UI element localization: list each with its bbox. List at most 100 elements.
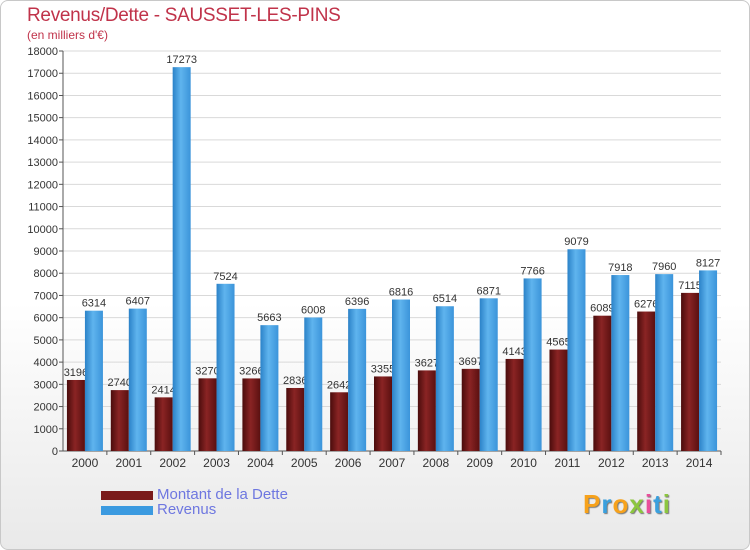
data-label-revenus: 7960 xyxy=(652,261,676,273)
data-label-dette: 6276 xyxy=(634,299,658,311)
y-tick-label: 2000 xyxy=(34,402,58,414)
data-label-revenus: 8127 xyxy=(696,257,720,269)
bar-dette xyxy=(461,368,480,451)
y-tick-label: 16000 xyxy=(27,90,58,102)
data-label-dette: 3270 xyxy=(195,365,219,377)
data-label-dette: 3627 xyxy=(415,357,439,369)
bar-revenus xyxy=(435,306,454,451)
data-label-revenus: 6871 xyxy=(476,285,500,297)
data-label-dette: 7115 xyxy=(678,280,702,292)
y-tick-label: 0 xyxy=(52,446,58,458)
bar-revenus xyxy=(655,274,674,451)
bar-dette xyxy=(593,315,612,451)
proxiti-logo: Proxiti xyxy=(583,489,671,520)
legend-label-dette: Montant de la Dette xyxy=(157,486,288,503)
data-label-dette: 2836 xyxy=(283,375,307,387)
data-label-dette: 2740 xyxy=(108,377,132,389)
y-tick-label: 13000 xyxy=(27,157,58,169)
bar-dette xyxy=(505,358,524,451)
data-label-revenus: 6816 xyxy=(389,287,413,299)
x-tick-label: 2003 xyxy=(203,456,230,470)
bar-revenus xyxy=(611,275,630,451)
data-label-dette: 3196 xyxy=(64,367,88,379)
y-tick-label: 12000 xyxy=(27,179,58,191)
bar-dette xyxy=(330,392,349,451)
bar-dette xyxy=(110,390,129,451)
x-tick-label: 2006 xyxy=(335,456,362,470)
bar-dette xyxy=(417,370,436,451)
data-label-revenus: 7524 xyxy=(213,271,237,283)
bar-revenus xyxy=(260,325,279,451)
x-tick-label: 2000 xyxy=(72,456,99,470)
x-tick-label: 2007 xyxy=(379,456,406,470)
logo-letter: P xyxy=(583,489,602,519)
data-label-revenus: 6314 xyxy=(82,298,106,310)
bar-revenus xyxy=(479,298,498,451)
legend-swatch-dette xyxy=(101,491,153,500)
bar-revenus xyxy=(567,249,586,451)
bar-dette xyxy=(681,292,700,451)
bar-revenus xyxy=(84,310,103,451)
y-tick-label: 9000 xyxy=(34,246,58,258)
data-label-revenus: 17273 xyxy=(166,54,197,66)
y-tick-label: 10000 xyxy=(27,224,58,236)
bar-dette xyxy=(154,397,173,451)
data-label-dette: 2414 xyxy=(151,384,175,396)
y-tick-label: 6000 xyxy=(34,313,58,325)
x-tick-label: 2011 xyxy=(555,456,581,470)
bar-dette xyxy=(242,378,261,451)
legend-swatch-revenus xyxy=(101,506,153,515)
data-label-revenus: 9079 xyxy=(564,236,588,248)
data-label-dette: 3355 xyxy=(371,363,395,375)
legend-label-revenus: Revenus xyxy=(157,501,217,518)
x-tick-label: 2009 xyxy=(466,456,493,470)
bar-dette xyxy=(66,379,85,451)
x-tick-label: 2014 xyxy=(686,456,713,470)
logo-letter: i xyxy=(662,489,671,519)
legend-item-dette: Montant de la Dette xyxy=(101,487,401,503)
y-tick-label: 5000 xyxy=(34,335,58,347)
y-tick-label: 17000 xyxy=(27,68,58,80)
data-label-revenus: 5663 xyxy=(257,312,281,324)
x-tick-label: 2008 xyxy=(423,456,450,470)
data-label-dette: 3697 xyxy=(458,356,482,368)
bar-revenus xyxy=(172,67,191,452)
logo-letter: x xyxy=(629,489,645,519)
data-label-dette: 3266 xyxy=(239,365,263,377)
bar-revenus xyxy=(523,278,542,451)
x-tick-label: 2001 xyxy=(115,456,142,470)
x-tick-label: 2004 xyxy=(247,456,274,470)
data-label-dette: 2642 xyxy=(327,379,351,391)
y-tick-label: 4000 xyxy=(34,357,58,369)
data-label-dette: 4143 xyxy=(502,346,526,358)
chart-title: Revenus/Dette - SAUSSET-LES-PINS xyxy=(27,5,341,26)
data-label-dette: 4565 xyxy=(546,337,570,349)
bar-dette xyxy=(286,387,305,451)
x-tick-label: 2012 xyxy=(598,456,625,470)
y-tick-label: 3000 xyxy=(34,379,58,391)
y-tick-label: 8000 xyxy=(34,268,58,280)
bar-dette xyxy=(374,376,392,451)
y-tick-label: 18000 xyxy=(27,46,58,58)
y-tick-label: 1000 xyxy=(34,424,58,436)
bar-dette xyxy=(637,311,656,451)
logo-letter: o xyxy=(612,489,630,519)
bar-dette xyxy=(549,349,568,451)
bar-revenus xyxy=(699,270,718,451)
y-tick-label: 15000 xyxy=(27,113,58,125)
x-tick-label: 2010 xyxy=(510,456,537,470)
data-label-dette: 6089 xyxy=(590,303,614,315)
y-tick-label: 7000 xyxy=(34,290,58,302)
x-tick-label: 2002 xyxy=(159,456,186,470)
legend-item-revenus: Revenus xyxy=(101,502,401,518)
data-label-revenus: 6396 xyxy=(345,296,369,308)
bar-dette xyxy=(198,378,217,451)
logo-letter: t xyxy=(653,489,663,519)
logo-letter: i xyxy=(644,489,654,519)
x-tick-label: 2013 xyxy=(642,456,669,470)
bar-revenus xyxy=(304,317,323,451)
y-tick-label: 11000 xyxy=(28,202,58,214)
y-tick-label: 14000 xyxy=(27,135,58,147)
